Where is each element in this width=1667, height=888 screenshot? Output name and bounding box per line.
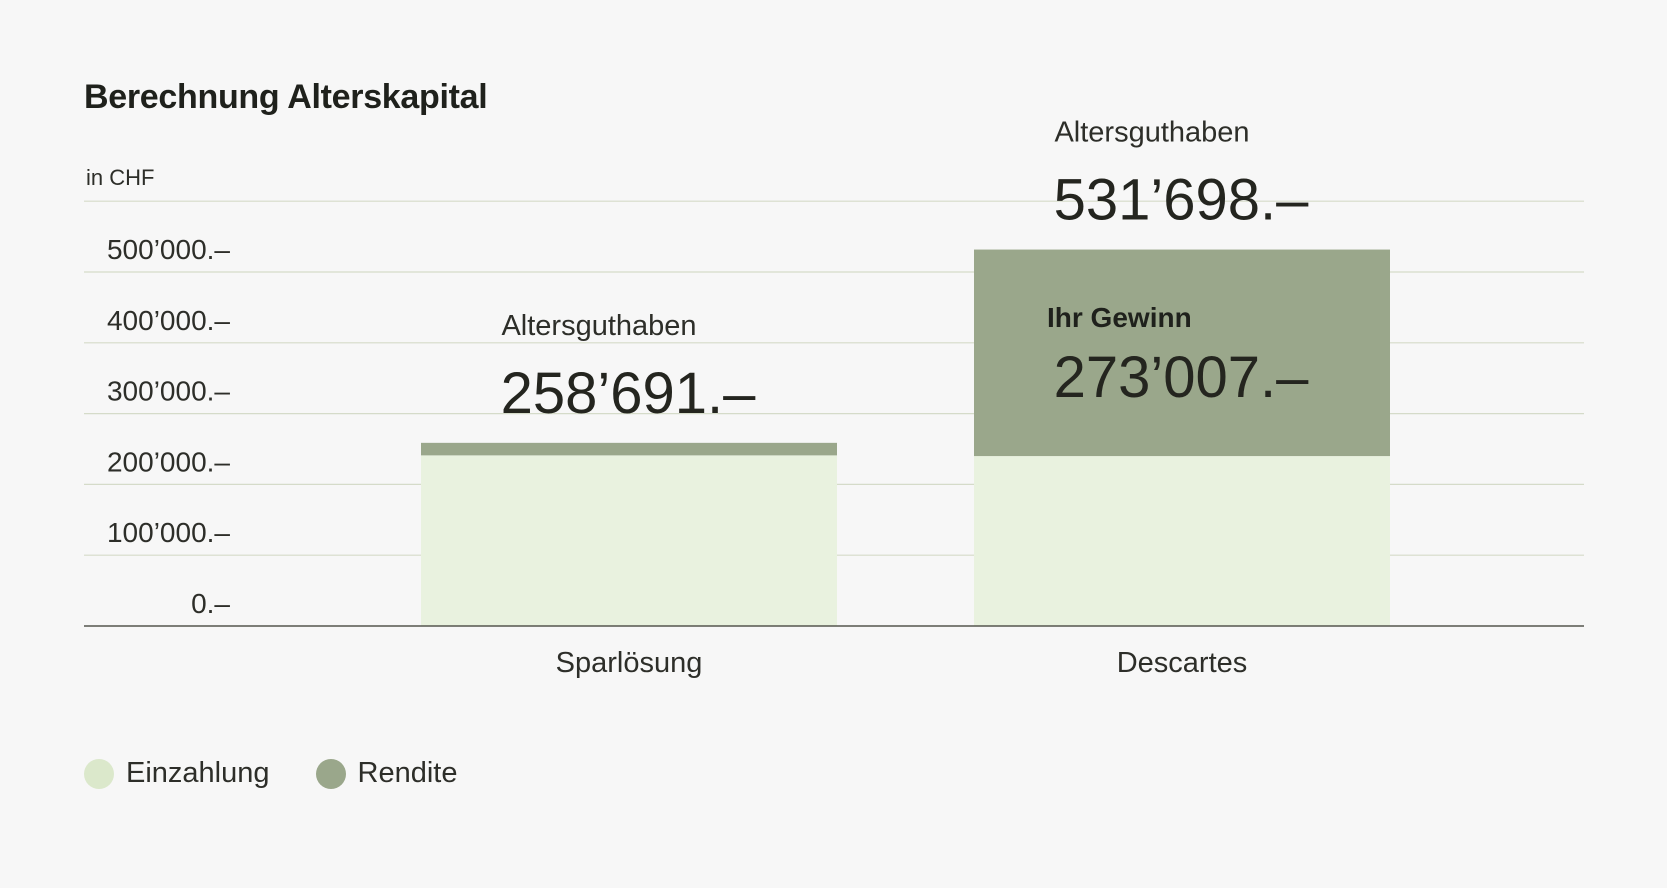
chart-legend: Einzahlung Rendite bbox=[84, 757, 457, 790]
y-tick-label: 200’000.– bbox=[107, 446, 230, 477]
bar-rendite bbox=[421, 442, 837, 456]
y-tick-label: 400’000.– bbox=[107, 305, 230, 336]
y-axis-unit-label: in CHF bbox=[86, 165, 155, 190]
x-category-label: Sparlösung bbox=[556, 647, 703, 679]
legend-item-rendite: Rendite bbox=[315, 757, 458, 790]
legend-swatch-rendite bbox=[315, 758, 346, 789]
bar-einzahlung bbox=[421, 455, 837, 626]
y-tick-label: 500’000.– bbox=[107, 234, 230, 265]
y-tick-label: 0.– bbox=[191, 588, 230, 619]
x-category-label: Descartes bbox=[1117, 647, 1248, 679]
total-caption: Altersguthaben bbox=[1054, 117, 1249, 149]
legend-item-einzahlung: Einzahlung bbox=[84, 757, 270, 790]
total-value: 531’698.– bbox=[1054, 168, 1310, 233]
bar-rendite bbox=[974, 249, 1390, 457]
legend-label-einzahlung: Einzahlung bbox=[126, 757, 270, 789]
chart-title: Berechnung Alterskapital bbox=[84, 78, 488, 116]
y-tick-label: 300’000.– bbox=[107, 376, 230, 407]
y-tick-label: 100’000.– bbox=[107, 517, 230, 548]
total-value: 258’691.– bbox=[501, 361, 757, 426]
gain-value: 273’007.– bbox=[1054, 345, 1310, 410]
total-caption: Altersguthaben bbox=[501, 310, 696, 342]
legend-label-rendite: Rendite bbox=[357, 757, 458, 789]
legend-swatch-einzahlung bbox=[84, 758, 114, 789]
bar-einzahlung bbox=[974, 456, 1390, 626]
gain-caption: Ihr Gewinn bbox=[1047, 302, 1192, 333]
